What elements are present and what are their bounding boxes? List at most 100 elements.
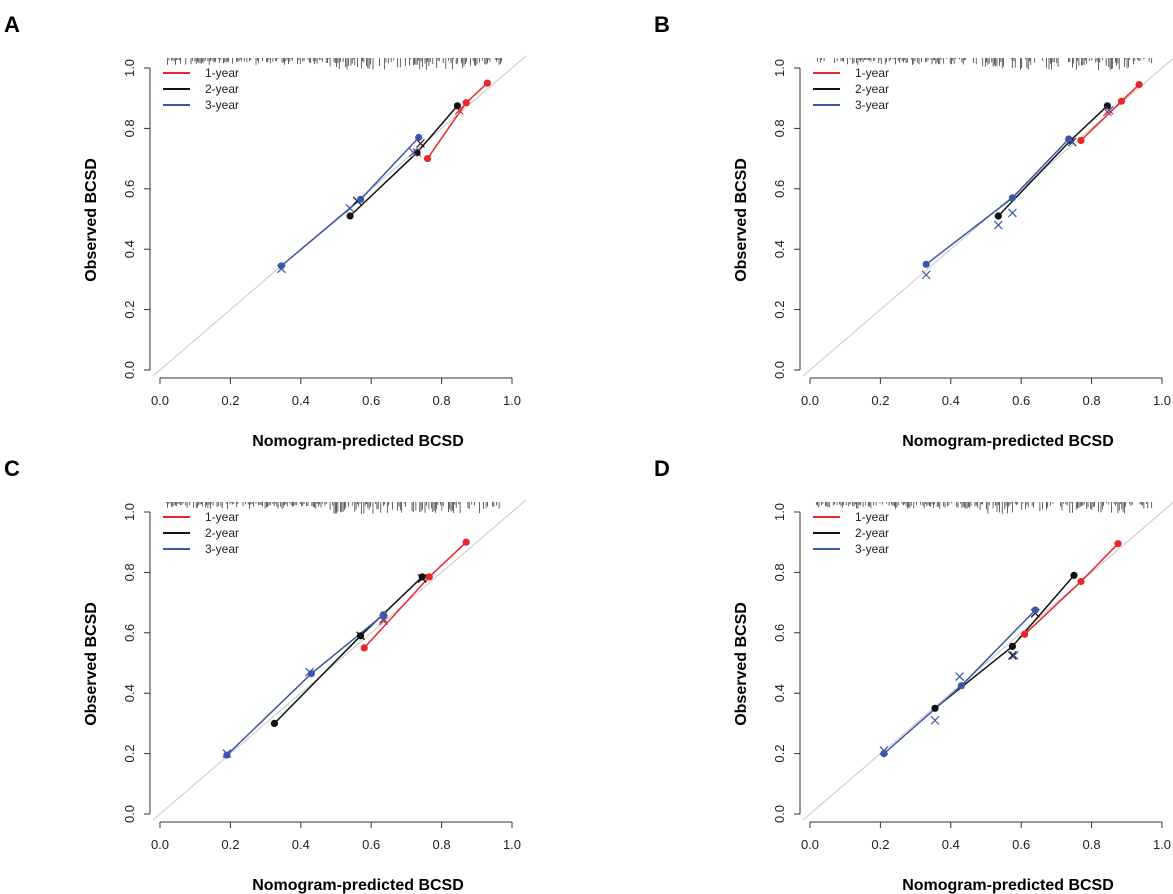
- y-tick-label: 0.0: [122, 361, 137, 379]
- panel-label: D: [654, 456, 670, 481]
- y-tick-label: 0.0: [772, 805, 787, 823]
- y-tick-label: 1.0: [772, 59, 787, 77]
- x-tick-label: 0.8: [1083, 837, 1101, 852]
- legend-label-3-year: 3-year: [205, 98, 239, 112]
- x-tick-label: 0.0: [801, 837, 819, 852]
- panel-label: B: [654, 12, 670, 37]
- panel-b: B 0.0 0.2 0.4 0.6 0.8 1.0 0.0 0.2 0.4 0.6 0.8 1.0 1…: [654, 12, 1173, 450]
- axes: 0.0 0.2 0.4 0.6 0.8 1.0 0.0 0.2 0.4 0.6 0.8 1.0: [772, 59, 1171, 408]
- panel-label: C: [4, 456, 20, 481]
- axes: 0.0 0.2 0.4 0.6 0.8 1.0 0.0 0.2 0.4 0.6 0.8 1.0: [122, 503, 521, 852]
- calibration-points: [879, 540, 1122, 758]
- series-line-1-year: [1080, 84, 1140, 142]
- x-tick-label: 0.6: [362, 393, 380, 408]
- panel-a: A 0.0 0.2 0.4 0.6 0.8 1.0 0.0 0.2 0.4 0.6 0.8 1.0 1…: [4, 12, 527, 450]
- y-tick-label: 0.8: [772, 119, 787, 137]
- point-2-year: [1008, 642, 1016, 650]
- axes: 0.0 0.2 0.4 0.6 0.8 1.0 0.0 0.2 0.4 0.6 0.8 1.0: [122, 59, 521, 408]
- y-tick-label: 1.0: [122, 503, 137, 521]
- x-axis-label: Nomogram-predicted BCSD: [902, 433, 1114, 450]
- x-axis-label: Nomogram-predicted BCSD: [902, 877, 1114, 894]
- y-tick-label: 0.2: [122, 745, 137, 763]
- point-3-year: [223, 751, 231, 759]
- y-tick-label: 0.0: [772, 361, 787, 379]
- point-3-year: [1065, 135, 1073, 143]
- x-tick-label: 0.4: [292, 393, 310, 408]
- point-3-year: [922, 260, 930, 268]
- y-axis-label: Observed BCSD: [733, 602, 750, 726]
- y-tick-label: 0.2: [772, 745, 787, 763]
- x-tick-label: 0.6: [1012, 393, 1030, 408]
- rug-plot: [817, 58, 1153, 70]
- calibration-points: [222, 538, 470, 759]
- point-1-year: [1114, 540, 1122, 548]
- point-1-year: [1135, 81, 1143, 89]
- x-tick-label: 0.0: [151, 393, 169, 408]
- observed-cross-2-year: [1007, 651, 1017, 660]
- y-tick-label: 0.4: [122, 684, 137, 702]
- legend: 1-year 2-year 3-year: [813, 66, 889, 112]
- point-2-year: [1070, 571, 1078, 579]
- y-tick-label: 0.6: [772, 180, 787, 198]
- x-tick-label: 0.2: [871, 393, 889, 408]
- x-tick-label: 0.2: [221, 837, 239, 852]
- observed-cross-3-year: [921, 270, 931, 280]
- legend: 1-year 2-year 3-year: [813, 510, 889, 556]
- y-axis-label: Observed BCSD: [83, 158, 100, 282]
- x-tick-label: 0.2: [871, 837, 889, 852]
- reference-diagonal: [802, 501, 1173, 821]
- calibration-lines: [280, 82, 488, 267]
- x-tick-label: 0.6: [362, 837, 380, 852]
- point-1-year: [425, 573, 433, 581]
- legend-label-1-year: 1-year: [855, 510, 889, 524]
- x-tick-label: 1.0: [1153, 393, 1171, 408]
- observed-cross-3-year: [955, 672, 965, 682]
- legend-label-3-year: 3-year: [855, 98, 889, 112]
- point-2-year: [931, 704, 939, 712]
- point-3-year: [1008, 194, 1016, 202]
- point-3-year: [415, 133, 423, 142]
- x-axis-label: Nomogram-predicted BCSD: [252, 433, 464, 450]
- reference-diagonal: [152, 55, 527, 377]
- y-tick-label: 0.2: [122, 301, 137, 319]
- point-2-year: [453, 102, 461, 110]
- point-1-year: [360, 644, 368, 652]
- observed-cross-3-year: [930, 715, 940, 725]
- x-tick-label: 0.4: [942, 393, 960, 408]
- reference-diagonal: [152, 499, 527, 821]
- point-3-year: [307, 670, 315, 678]
- y-tick-label: 0.8: [122, 119, 137, 137]
- legend-label-2-year: 2-year: [855, 82, 889, 96]
- point-2-year: [1103, 102, 1111, 110]
- rug-plot: [167, 58, 503, 70]
- y-tick-label: 1.0: [772, 503, 787, 521]
- x-tick-label: 0.8: [433, 837, 451, 852]
- y-tick-label: 0.4: [122, 240, 137, 258]
- x-tick-label: 0.6: [1012, 837, 1030, 852]
- point-1-year: [1077, 577, 1085, 586]
- y-tick-label: 0.8: [122, 563, 137, 581]
- point-1-year: [423, 155, 432, 163]
- point-3-year: [880, 750, 888, 758]
- axes: 0.0 0.2 0.4 0.6 0.8 1.0 0.0 0.2 0.4 0.6 0.8 1.0: [772, 503, 1171, 852]
- y-tick-label: 0.6: [122, 180, 137, 198]
- point-3-year: [957, 682, 965, 690]
- y-tick-label: 0.0: [122, 805, 137, 823]
- rug-plot: [815, 502, 1153, 514]
- rug-plot: [165, 502, 500, 514]
- y-axis-label: Observed BCSD: [83, 602, 100, 726]
- x-tick-label: 0.2: [221, 393, 239, 408]
- y-tick-label: 0.4: [772, 684, 787, 702]
- y-tick-label: 0.8: [772, 563, 787, 581]
- y-tick-label: 0.2: [772, 301, 787, 319]
- point-2-year: [994, 212, 1002, 220]
- y-tick-label: 0.6: [122, 624, 137, 642]
- legend-label-1-year: 1-year: [205, 510, 239, 524]
- legend: 1-year 2-year 3-year: [163, 510, 239, 556]
- series-line-1-year: [426, 82, 488, 160]
- series-line-3-year: [925, 138, 1070, 265]
- observed-cross-3-year: [993, 220, 1003, 230]
- x-tick-label: 1.0: [503, 393, 521, 408]
- point-2-year: [413, 149, 421, 157]
- observed-cross-3-year: [1007, 208, 1017, 218]
